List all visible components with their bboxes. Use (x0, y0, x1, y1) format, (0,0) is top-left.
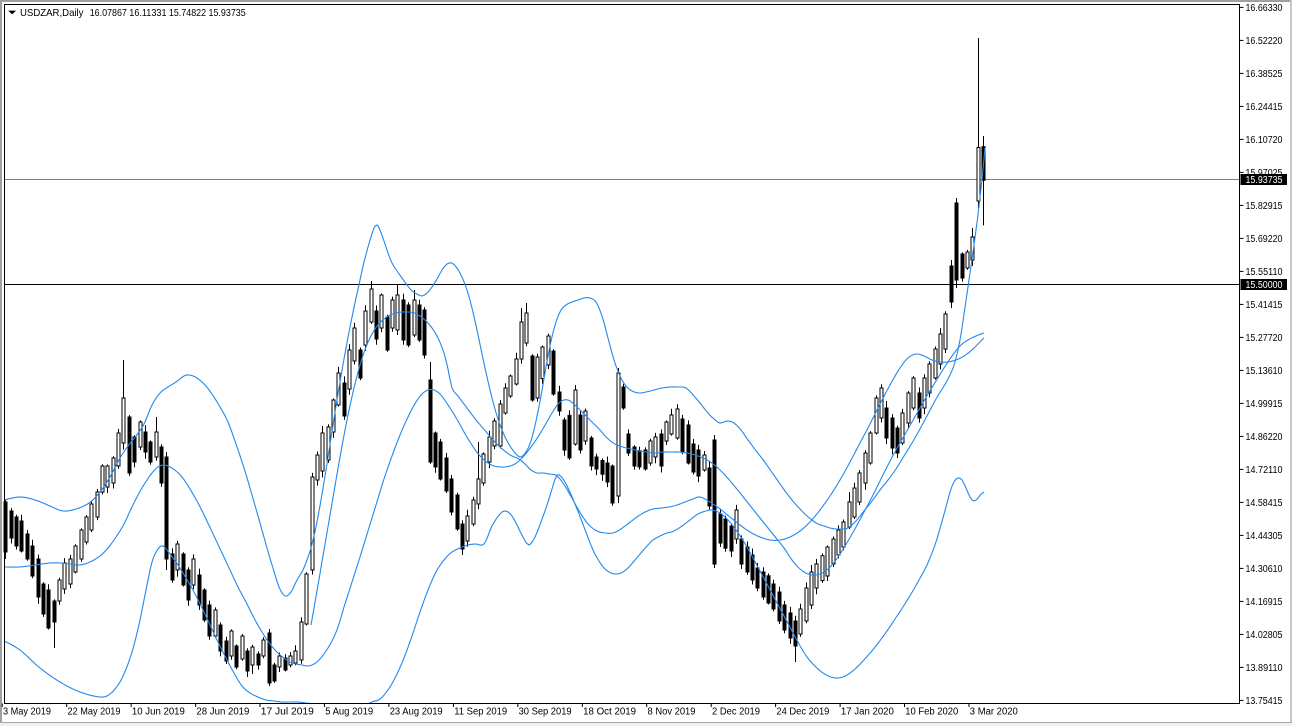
svg-text:14.58415: 14.58415 (1246, 498, 1283, 509)
svg-text:10 Feb 2020: 10 Feb 2020 (905, 707, 958, 718)
svg-text:15.27720: 15.27720 (1246, 333, 1283, 344)
svg-text:2 Dec 2019: 2 Dec 2019 (712, 707, 760, 718)
svg-text:10 Jun 2019: 10 Jun 2019 (132, 707, 185, 718)
svg-text:14.02805: 14.02805 (1246, 630, 1283, 641)
svg-text:23 Aug 2019: 23 Aug 2019 (390, 707, 443, 718)
svg-text:22 May 2019: 22 May 2019 (68, 707, 121, 718)
svg-text:15.93735: 15.93735 (209, 7, 246, 19)
svg-text:28 Jun 2019: 28 Jun 2019 (196, 707, 249, 718)
svg-text:17 Jul 2019: 17 Jul 2019 (261, 707, 314, 718)
svg-text:14.16915: 14.16915 (1246, 597, 1283, 608)
svg-text:18 Oct 2019: 18 Oct 2019 (583, 707, 636, 718)
svg-text:3 Mar 2020: 3 Mar 2020 (970, 707, 1018, 718)
svg-text:14.30610: 14.30610 (1246, 564, 1283, 575)
svg-text:13.75415: 13.75415 (1246, 696, 1283, 707)
svg-text:11 Sep 2019: 11 Sep 2019 (454, 707, 507, 718)
svg-text:17 Jan 2020: 17 Jan 2020 (841, 707, 894, 718)
svg-text:14.72110: 14.72110 (1246, 465, 1283, 476)
svg-text:16.10720: 16.10720 (1246, 135, 1283, 146)
svg-text:15.74822: 15.74822 (169, 7, 206, 19)
svg-text:14.44305: 14.44305 (1246, 531, 1283, 542)
svg-text:3 May 2019: 3 May 2019 (3, 707, 51, 718)
svg-text:16.38525: 16.38525 (1246, 69, 1283, 80)
svg-text:15.82915: 15.82915 (1246, 201, 1283, 212)
svg-text:15.13610: 15.13610 (1246, 366, 1283, 377)
svg-text:16.66330: 16.66330 (1246, 3, 1283, 14)
svg-text:15.93735: 15.93735 (1246, 175, 1283, 186)
svg-text:15.97025: 15.97025 (1246, 168, 1283, 179)
svg-text:15.50000: 15.50000 (1246, 280, 1283, 291)
svg-text:14.99915: 14.99915 (1246, 399, 1283, 410)
svg-text:15.55110: 15.55110 (1246, 267, 1283, 278)
svg-text:15.41415: 15.41415 (1246, 300, 1283, 311)
svg-text:14.86220: 14.86220 (1246, 432, 1283, 443)
svg-text:24 Dec 2019: 24 Dec 2019 (776, 707, 829, 718)
svg-text:15.69220: 15.69220 (1246, 234, 1283, 245)
svg-text:13.89110: 13.89110 (1246, 663, 1283, 674)
svg-text:5 Aug 2019: 5 Aug 2019 (325, 707, 373, 718)
svg-text:16.24415: 16.24415 (1246, 102, 1283, 113)
svg-text:USDZAR,Daily: USDZAR,Daily (20, 7, 84, 19)
svg-text:16.07867: 16.07867 (90, 7, 127, 19)
svg-text:16.52220: 16.52220 (1246, 36, 1283, 47)
svg-text:16.11331: 16.11331 (129, 7, 166, 19)
svg-text:8 Nov 2019: 8 Nov 2019 (648, 707, 696, 718)
svg-text:30 Sep 2019: 30 Sep 2019 (519, 707, 572, 718)
